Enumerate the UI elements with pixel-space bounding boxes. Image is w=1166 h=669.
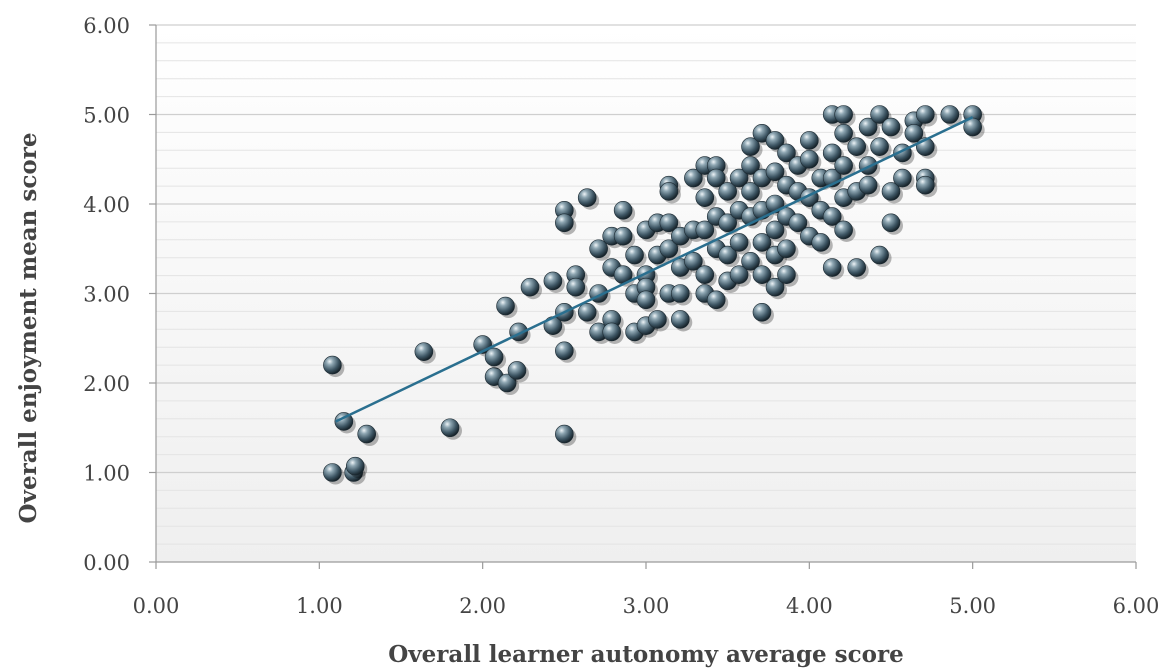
data-point (706, 290, 729, 312)
data-point (915, 105, 938, 127)
data-point (777, 239, 799, 261)
data-point (729, 265, 752, 287)
data-point (765, 220, 788, 242)
data-point (695, 265, 717, 287)
data-point (741, 182, 763, 204)
data-point (345, 456, 368, 479)
data-point (636, 290, 658, 312)
data-point (670, 284, 693, 306)
data-point (777, 265, 799, 287)
data-point (357, 424, 379, 447)
data-point (323, 355, 345, 378)
data-point (555, 213, 577, 235)
data-point (555, 341, 577, 363)
data-point (440, 418, 462, 440)
data-point (765, 277, 788, 300)
data-point (555, 424, 577, 447)
data-point (695, 220, 717, 242)
trendline (335, 116, 974, 423)
data-point (881, 213, 903, 235)
data-point (718, 245, 740, 268)
data-point (893, 168, 915, 191)
data-point (625, 245, 647, 268)
data-point (543, 271, 565, 293)
x-axis-title: Overall learner autonomy average score (388, 641, 903, 668)
y-tick-label: 0.00 (83, 551, 130, 575)
y-tick-labels: 0.00 1.00 2.00 3.00 4.00 5.00 6.00 (83, 14, 156, 575)
y-tick-label: 1.00 (83, 462, 130, 486)
data-point (752, 302, 774, 325)
data-point (881, 182, 903, 204)
data-point (741, 137, 763, 159)
data-point (729, 233, 752, 255)
data-point (659, 239, 681, 261)
y-axis-title: Overall enjoyment mean score (15, 133, 42, 524)
data-point (414, 342, 436, 364)
data-point (484, 347, 507, 370)
data-point (870, 137, 892, 159)
data-point (648, 310, 670, 332)
data-point (613, 226, 636, 249)
data-point (940, 105, 962, 127)
data-point (684, 168, 706, 191)
data-point (323, 463, 345, 485)
x-tick-label: 5.00 (949, 594, 996, 618)
data-point (834, 105, 856, 127)
data-point (822, 258, 845, 280)
y-tick-label: 6.00 (83, 14, 130, 38)
data-point (659, 182, 681, 204)
x-tick-label: 6.00 (1113, 594, 1160, 618)
data-point (800, 131, 822, 153)
data-points (323, 105, 985, 485)
data-point (602, 322, 624, 344)
y-tick-label: 3.00 (83, 283, 130, 307)
data-point (729, 168, 752, 191)
data-point (834, 156, 856, 178)
data-point (718, 182, 740, 204)
y-tick-label: 4.00 (83, 193, 130, 217)
data-point (496, 296, 518, 319)
data-point (915, 175, 938, 198)
data-point (847, 137, 869, 159)
x-tick-label: 4.00 (786, 594, 833, 618)
data-point (695, 188, 717, 210)
data-point (870, 245, 892, 268)
x-tick-label: 2.00 (459, 594, 506, 618)
data-point (881, 117, 903, 140)
data-point (613, 200, 636, 223)
data-point (497, 373, 520, 395)
data-point (566, 277, 588, 300)
y-tick-label: 5.00 (83, 104, 130, 128)
data-point (834, 220, 856, 242)
y-tick-label: 2.00 (83, 372, 130, 396)
data-point (613, 265, 636, 287)
x-tick-labels: 0.00 1.00 2.00 3.00 4.00 5.00 6.00 (133, 562, 1160, 618)
data-point (577, 188, 600, 210)
data-point (800, 149, 822, 172)
data-point (858, 117, 881, 140)
data-point (858, 175, 881, 198)
data-point (507, 361, 529, 383)
data-point (577, 302, 600, 325)
data-point (847, 258, 869, 280)
data-point (520, 277, 543, 300)
data-point (334, 412, 356, 434)
data-point (811, 233, 833, 255)
x-tick-label: 3.00 (623, 594, 670, 618)
x-tick-label: 0.00 (133, 594, 180, 618)
data-point (670, 310, 693, 332)
x-tick-label: 1.00 (296, 594, 343, 618)
data-point (589, 239, 611, 261)
